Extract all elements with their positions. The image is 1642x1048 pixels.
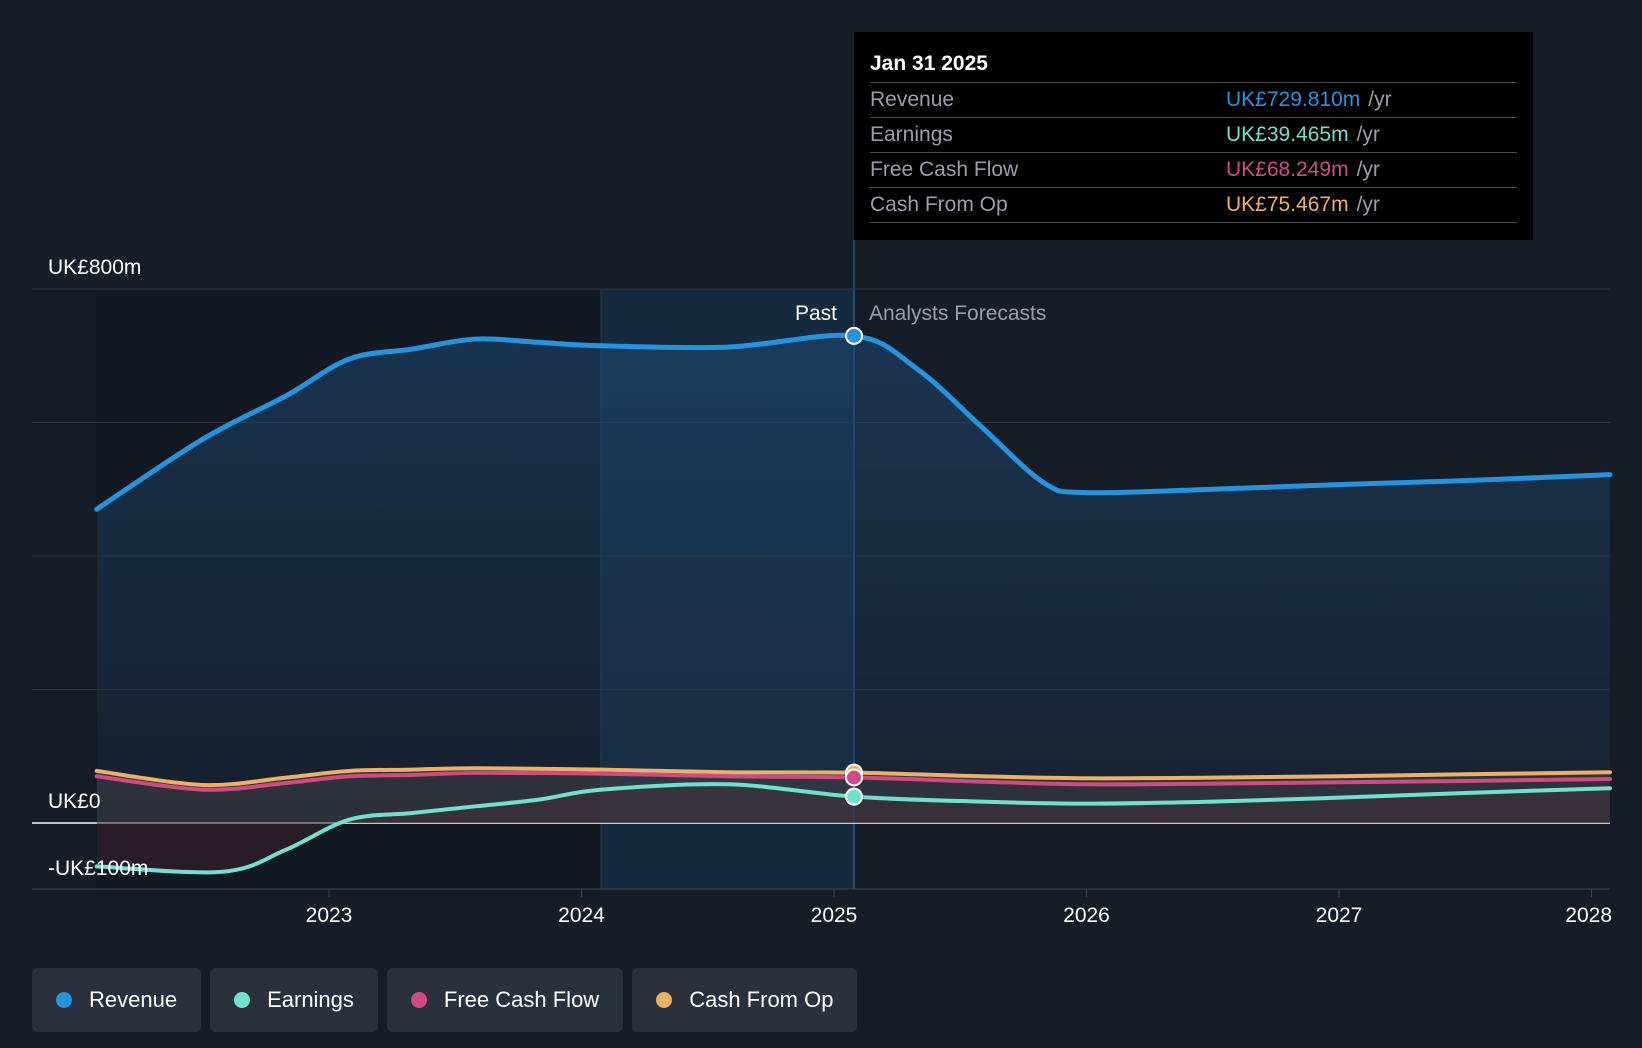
earnings-marker (845, 787, 863, 806)
legend-label: Earnings (267, 987, 354, 1012)
y-tick-label: UK£0 (48, 790, 101, 813)
tooltip-unit: /yr (1356, 193, 1380, 216)
legend: Revenue Earnings Free Cash Flow Cash Fro… (32, 968, 858, 1032)
x-tick-label: 2025 (811, 904, 858, 927)
tooltip-label: Revenue (870, 88, 955, 111)
tooltip-value: UK£68.249m (1226, 158, 1349, 181)
revenue-marker (845, 326, 863, 345)
x-tick-label: 2026 (1063, 904, 1110, 927)
tooltip-value: UK£75.467m (1226, 193, 1349, 216)
forecast-label: Analysts Forecasts (869, 302, 1046, 325)
cash-from-op-line (94, 766, 1612, 788)
legend-item-cash-from-op[interactable]: Cash From Op (632, 968, 858, 1032)
tooltip-row-cash-from-op: Cash From Op UK£75.467m /yr (870, 188, 1517, 223)
tooltip-row-revenue: Revenue UK£729.810m /yr (870, 83, 1517, 118)
tooltip-value: UK£729.810m (1226, 88, 1361, 111)
legend-label: Cash From Op (689, 987, 834, 1012)
legend-item-revenue[interactable]: Revenue (32, 968, 202, 1032)
free-cash-flow-line (94, 770, 1612, 792)
legend-item-earnings[interactable]: Earnings (210, 968, 378, 1032)
x-tick-label: 2027 (1316, 904, 1363, 927)
earnings-dot-icon (234, 992, 251, 1008)
free-cash-flow-marker (845, 768, 863, 787)
tooltip-unit: /yr (1356, 123, 1380, 146)
tooltip-row-earnings: Earnings UK£39.465m /yr (870, 118, 1517, 153)
y-tick-label: -UK£100m (48, 857, 148, 880)
legend-label: Free Cash Flow (443, 987, 600, 1012)
earnings-line (94, 782, 1612, 875)
tooltip-unit: /yr (1356, 158, 1380, 181)
x-tick-label: 2023 (306, 904, 353, 927)
tooltip-label: Free Cash Flow (870, 158, 1019, 181)
tooltip-value: UK£39.465m (1226, 123, 1349, 146)
x-tick-label: 2028 (1565, 904, 1612, 927)
revenue-area (96, 335, 1611, 823)
chart-area: UK£800m UK£0 -UK£100m 2023 2024 2025 2026 2027 2… (32, 240, 1613, 927)
y-tick-label: UK£800m (48, 256, 141, 279)
tooltip-unit: /yr (1368, 88, 1392, 111)
earnings-area (96, 784, 1611, 873)
tooltip-label: Earnings (870, 123, 953, 146)
revenue-line (94, 332, 1613, 512)
cash-from-op-dot-icon (656, 992, 673, 1008)
tooltip: Jan 31 2025 Revenue UK£729.810m /yr Earn… (854, 32, 1533, 240)
tooltip-label: Cash From Op (870, 193, 1008, 216)
legend-item-free-cash-flow[interactable]: Free Cash Flow (386, 968, 624, 1032)
free-cash-flow-dot-icon (410, 992, 427, 1008)
tooltip-date: Jan 31 2025 (870, 46, 1517, 83)
revenue-dot-icon (56, 992, 72, 1008)
legend-label: Revenue (89, 987, 178, 1012)
past-label: Past (795, 302, 837, 325)
x-tick-label: 2024 (558, 904, 605, 927)
tooltip-row-free-cash-flow: Free Cash Flow UK£68.249m /yr (870, 153, 1517, 188)
